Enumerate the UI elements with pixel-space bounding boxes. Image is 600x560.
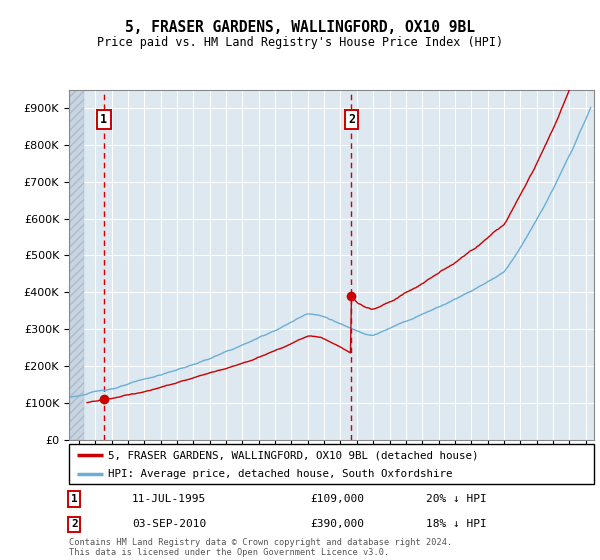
FancyBboxPatch shape — [69, 444, 594, 484]
Bar — [69, 90, 84, 440]
Text: 03-SEP-2010: 03-SEP-2010 — [132, 519, 206, 529]
Text: 2: 2 — [71, 519, 77, 529]
Text: 1: 1 — [100, 113, 107, 126]
Text: 20% ↓ HPI: 20% ↓ HPI — [426, 494, 487, 504]
Text: 5, FRASER GARDENS, WALLINGFORD, OX10 9BL: 5, FRASER GARDENS, WALLINGFORD, OX10 9BL — [125, 20, 475, 35]
Text: 1: 1 — [71, 494, 77, 504]
Text: £109,000: £109,000 — [311, 494, 365, 504]
Text: £390,000: £390,000 — [311, 519, 365, 529]
Text: 18% ↓ HPI: 18% ↓ HPI — [426, 519, 487, 529]
Text: 2: 2 — [348, 113, 355, 126]
Text: Price paid vs. HM Land Registry's House Price Index (HPI): Price paid vs. HM Land Registry's House … — [97, 36, 503, 49]
Text: 11-JUL-1995: 11-JUL-1995 — [132, 494, 206, 504]
Text: HPI: Average price, detached house, South Oxfordshire: HPI: Average price, detached house, Sout… — [109, 469, 453, 479]
Text: Contains HM Land Registry data © Crown copyright and database right 2024.
This d: Contains HM Land Registry data © Crown c… — [69, 538, 452, 557]
Text: 5, FRASER GARDENS, WALLINGFORD, OX10 9BL (detached house): 5, FRASER GARDENS, WALLINGFORD, OX10 9BL… — [109, 450, 479, 460]
